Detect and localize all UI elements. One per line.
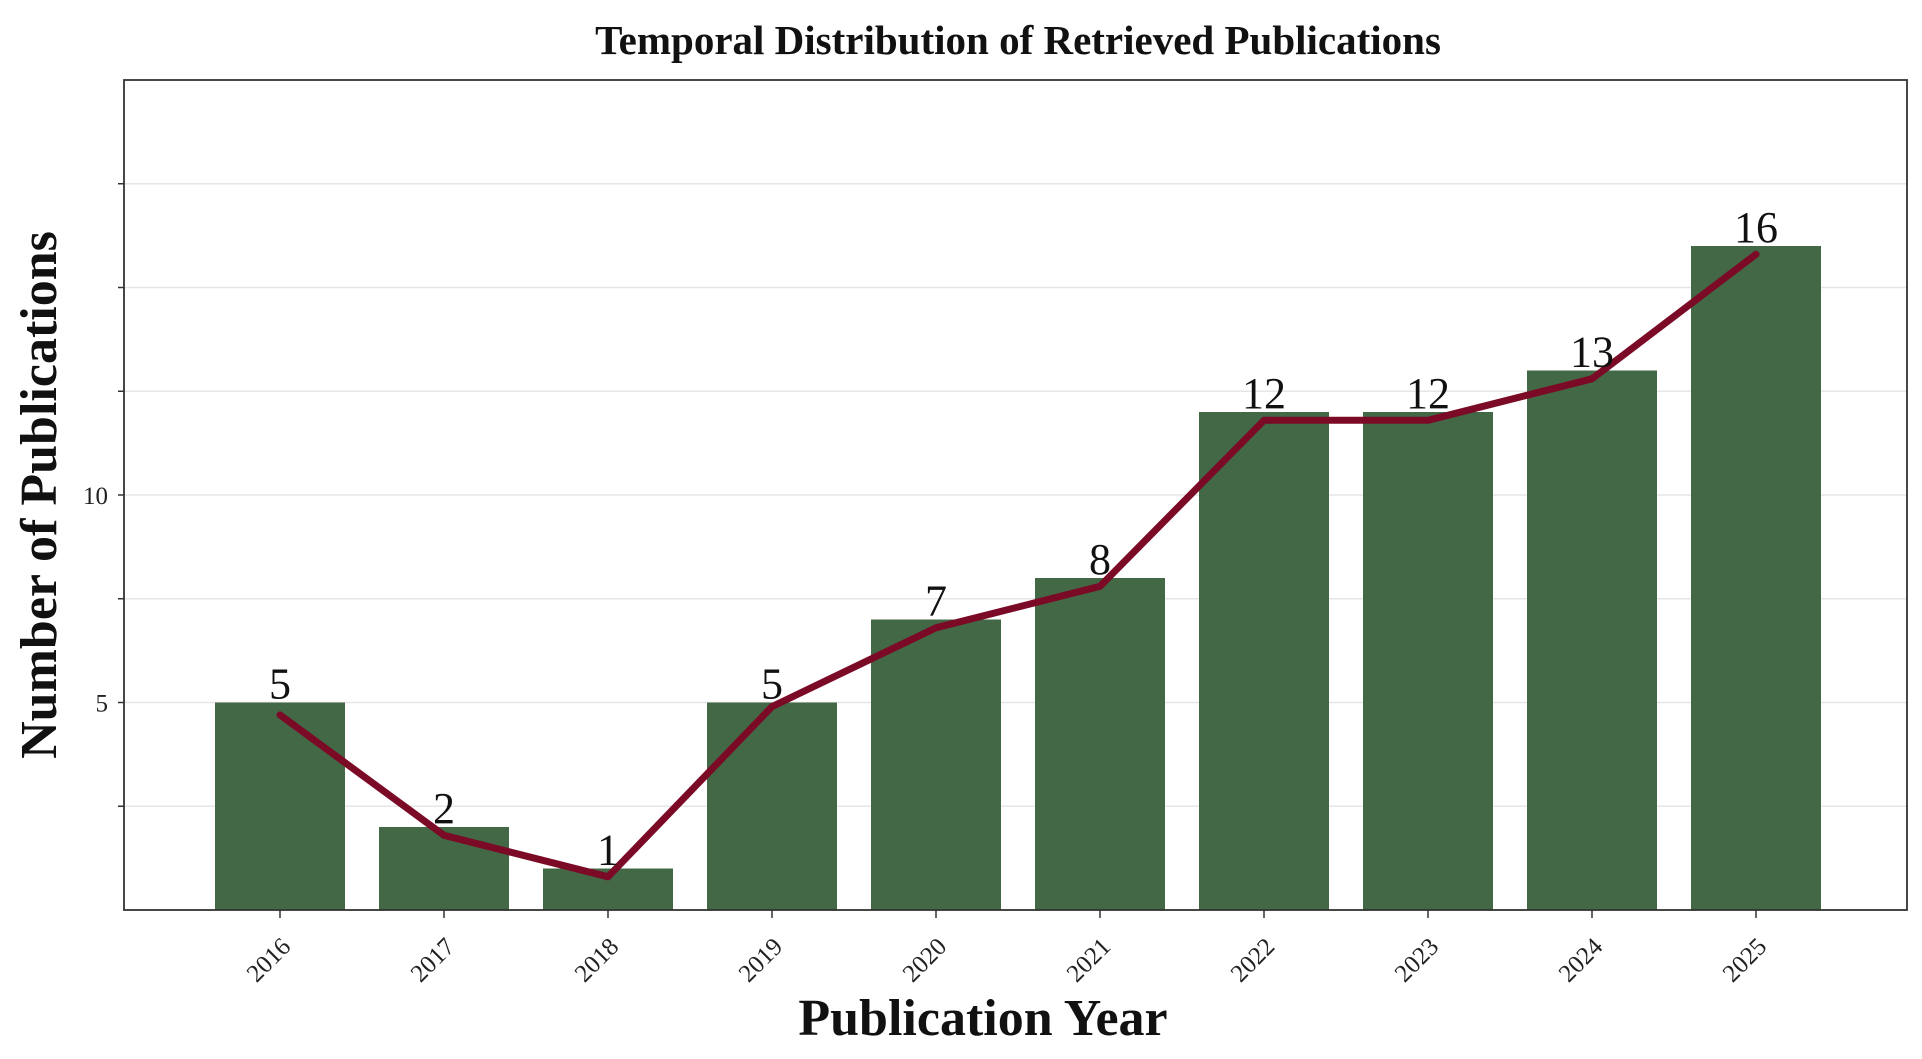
- x-tick-label-2021: 2021: [1062, 933, 1116, 987]
- chart-title: Temporal Distribution of Retrieved Publi…: [595, 17, 1441, 63]
- data-label-2022: 12: [1242, 369, 1286, 418]
- bars: [215, 246, 1821, 910]
- bar-2024: [1527, 370, 1657, 910]
- bar-2020: [871, 619, 1001, 910]
- x-tick-label-2025: 2025: [1718, 933, 1772, 987]
- data-label-2021: 8: [1089, 535, 1111, 584]
- bar-2019: [707, 702, 837, 910]
- trend-line: [276, 250, 1760, 881]
- trend-line-path: [276, 250, 1760, 881]
- data-label-2023: 12: [1406, 369, 1450, 418]
- data-label-2020: 7: [925, 577, 947, 626]
- x-tick-label-2023: 2023: [1390, 933, 1444, 987]
- x-tick-label-2020: 2020: [898, 933, 952, 987]
- bar-2021: [1035, 578, 1165, 910]
- data-labels: 5 2 1 5 7 8 12 12 13 16: [269, 203, 1778, 875]
- bar-2022: [1199, 412, 1329, 910]
- data-label-2017: 2: [433, 784, 455, 833]
- x-tick-label-2024: 2024: [1554, 933, 1609, 988]
- x-tick-label-2022: 2022: [1226, 933, 1280, 987]
- data-label-2025: 16: [1734, 203, 1778, 252]
- y-tick-label: 5: [96, 691, 109, 718]
- bar-2025: [1691, 246, 1821, 910]
- data-label-2016: 5: [269, 660, 291, 709]
- y-axis-label: Number of Publications: [11, 231, 68, 759]
- data-label-2019: 5: [761, 660, 783, 709]
- data-label-2018: 1: [597, 826, 619, 875]
- bar-2023: [1363, 412, 1493, 910]
- x-tick-label-2019: 2019: [734, 933, 788, 987]
- gridlines: [124, 183, 1907, 807]
- x-tick-label-2017: 2017: [406, 933, 460, 987]
- data-label-2024: 13: [1570, 328, 1614, 377]
- x-axis-label: Publication Year: [798, 990, 1167, 1047]
- x-tick-label-2016: 2016: [242, 933, 296, 987]
- x-tick-label-2018: 2018: [570, 933, 624, 987]
- y-tick-label: 10: [83, 483, 108, 510]
- bar-2016: [215, 702, 345, 910]
- plot-frame: [123, 79, 1908, 911]
- bar-2017: [379, 827, 509, 910]
